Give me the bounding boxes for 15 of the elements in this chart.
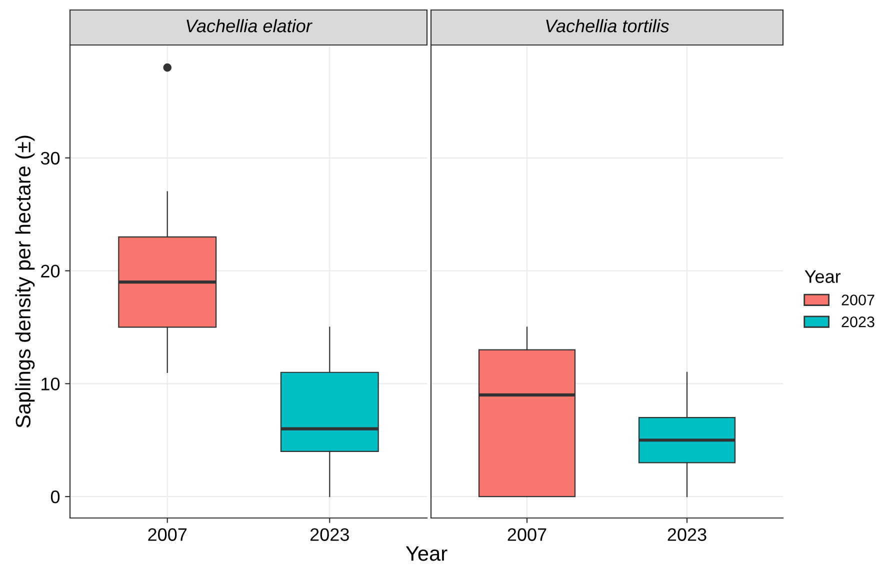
x-tick-label: 2023 — [668, 528, 706, 541]
x-axis-title: Year — [406, 546, 448, 561]
legend-label: 2007 — [842, 294, 874, 306]
y-tick-label: 20 — [41, 264, 60, 278]
y-axis-title: Saplings density per hectare (±) — [15, 136, 35, 428]
y-tick-label: 0 — [50, 490, 60, 504]
chart-title: Vachellia elatior — [186, 19, 313, 32]
x-tick-label: 2023 — [310, 528, 349, 541]
x-tick-label: 2007 — [508, 528, 546, 541]
y-tick-label: 30 — [40, 152, 60, 165]
legend-title: Year — [804, 270, 841, 283]
y-tick-label: 10 — [42, 378, 60, 390]
chart-title: Vachellia tortilis — [546, 19, 670, 32]
legend-label: 2023 — [842, 316, 874, 328]
x-tick-label: 2007 — [148, 528, 187, 541]
